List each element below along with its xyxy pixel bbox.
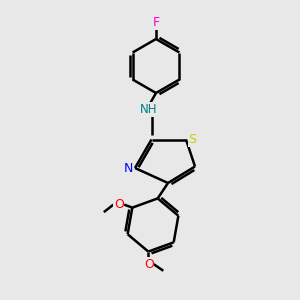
Text: NH: NH xyxy=(140,103,157,116)
Text: S: S xyxy=(189,133,196,146)
Text: F: F xyxy=(152,16,160,29)
Text: O: O xyxy=(144,258,154,271)
Text: O: O xyxy=(114,198,124,211)
Text: N: N xyxy=(124,161,133,175)
